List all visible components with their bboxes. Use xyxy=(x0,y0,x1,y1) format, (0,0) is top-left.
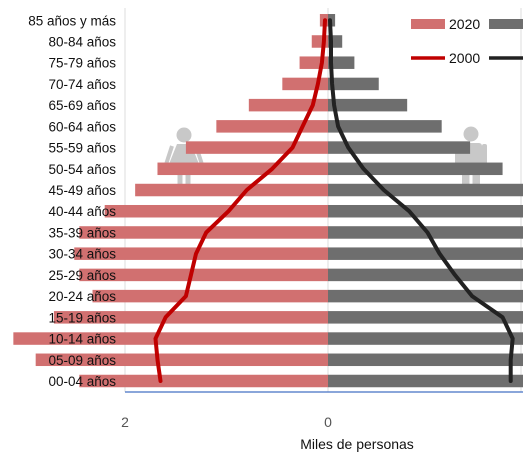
age-labels: 00-04 años 05-09 años 10-14 años 15-19 años… xyxy=(28,13,116,389)
bar-female-2020 xyxy=(74,247,328,260)
bar-male-2020 xyxy=(328,268,523,282)
bar-female-2020 xyxy=(79,268,328,282)
bar-male-2020 xyxy=(328,374,523,388)
bar-female-2020 xyxy=(92,289,329,303)
legend-label-2000: 2000 xyxy=(449,50,480,66)
x-axis: 4202 xyxy=(121,391,523,430)
age-group-label: 70-74 años xyxy=(48,77,116,92)
bar-male-2020 xyxy=(328,98,408,112)
legend-label-2020: 2020 xyxy=(449,16,480,32)
bar-male-2020 xyxy=(328,141,471,154)
x-axis-title: Miles de personas xyxy=(300,436,414,452)
age-group-label: 60-64 años xyxy=(48,119,116,134)
age-group-label: 05-09 años xyxy=(48,353,116,368)
bar-male-2020 xyxy=(328,77,379,91)
lines-2000 xyxy=(153,18,515,383)
x-tick-label: 0 xyxy=(324,414,332,430)
age-group-label: 15-19 años xyxy=(48,310,116,325)
bar-male-2020 xyxy=(328,247,523,260)
age-group-label: 75-79 años xyxy=(48,56,116,71)
age-group-label: 80-84 años xyxy=(48,34,116,49)
bar-male-2020 xyxy=(328,353,523,367)
bar-female-2020 xyxy=(53,311,328,324)
bar-female-2020 xyxy=(135,183,328,197)
bar-female-2020 xyxy=(79,374,328,388)
bar-female-2020 xyxy=(282,77,328,91)
bar-male-2020 xyxy=(328,311,523,324)
age-group-label: 10-14 años xyxy=(48,332,116,347)
bar-male-2020 xyxy=(328,162,503,176)
age-group-label: 00-04 años xyxy=(48,374,116,389)
line-male-2000 xyxy=(328,18,515,383)
bar-female-2020 xyxy=(185,141,328,154)
bar-male-2020 xyxy=(328,204,523,218)
legend-swatch-2020-female xyxy=(411,19,445,29)
age-group-label: 55-59 años xyxy=(48,141,116,156)
age-group-label: 20-24 años xyxy=(48,289,116,304)
age-group-label: 50-54 años xyxy=(48,162,116,177)
age-group-label: 85 años y más xyxy=(28,13,116,28)
man-icon xyxy=(455,126,487,185)
woman-icon xyxy=(164,127,204,186)
bar-female-2020 xyxy=(216,120,328,133)
age-group-label: 40-44 años xyxy=(48,204,116,219)
age-group-label: 30-34 años xyxy=(48,247,116,262)
bars-2020 xyxy=(13,14,523,388)
line-female-2000 xyxy=(153,18,327,383)
legend-swatch-2020-male xyxy=(489,19,523,29)
x-tick-label: 2 xyxy=(121,414,129,430)
bar-female-2020 xyxy=(157,162,328,176)
grid-lines xyxy=(124,8,522,392)
bar-female-2020 xyxy=(79,226,328,239)
bar-male-2020 xyxy=(328,56,355,69)
age-group-label: 65-69 años xyxy=(48,98,116,113)
bar-male-2020 xyxy=(328,120,442,133)
gender-icons xyxy=(164,126,487,186)
bar-male-2020 xyxy=(328,183,523,197)
bar-female-2020 xyxy=(35,353,329,367)
bar-female-2020 xyxy=(248,98,328,112)
bar-female-2020 xyxy=(104,204,328,218)
bar-male-2020 xyxy=(328,332,523,345)
bar-male-2020 xyxy=(328,289,523,303)
age-group-label: 35-39 años xyxy=(48,225,116,240)
age-group-label: 25-29 años xyxy=(48,268,116,283)
bar-female-2020 xyxy=(13,332,328,345)
legend: 2020 2000 xyxy=(411,16,523,66)
age-group-label: 45-49 años xyxy=(48,183,116,198)
